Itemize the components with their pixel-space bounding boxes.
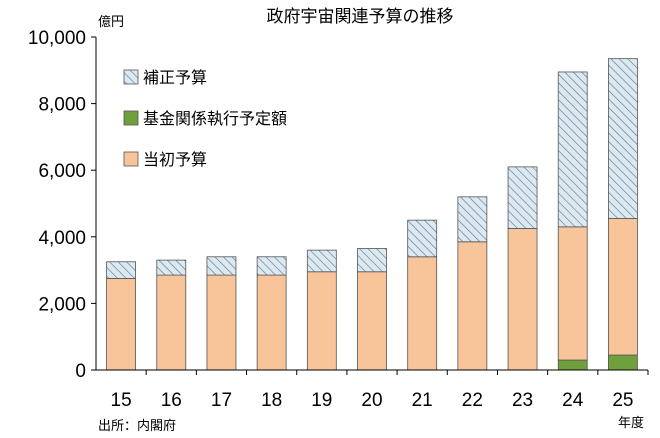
x-tick-label: 24 <box>562 390 584 411</box>
y-unit-label: 億円 <box>98 14 124 30</box>
bar-segment <box>557 71 588 228</box>
x-unit-label: 年度 <box>618 415 644 431</box>
x-tick-label: 18 <box>261 390 282 411</box>
bar-segment <box>156 259 187 276</box>
x-tick-label: 20 <box>361 390 382 411</box>
bar-segment <box>557 359 588 371</box>
bar-segment <box>608 218 638 356</box>
bar-segment <box>206 274 237 371</box>
bar-segment <box>608 354 638 371</box>
y-tick-label: 4,000 <box>38 228 86 249</box>
legend-label: 基金関係執行予定額 <box>143 109 287 128</box>
bar-segment <box>357 271 387 371</box>
legend-label: 補正予算 <box>143 68 207 87</box>
bar-segment <box>306 271 337 371</box>
bar-segment <box>457 241 488 371</box>
bar-segment <box>557 226 588 361</box>
bar-segment <box>407 256 438 371</box>
y-tick-label: 0 <box>75 361 86 382</box>
legend-swatch <box>123 110 139 126</box>
chart-title: 政府宇宙関連予算の推移 <box>267 7 454 27</box>
bar-segment <box>507 166 538 229</box>
bar-segment <box>156 274 187 371</box>
legend-label: 当初予算 <box>143 150 207 169</box>
bar-segment <box>256 274 287 371</box>
y-tick-label: 10,000 <box>28 28 86 49</box>
bar-segment <box>507 228 538 371</box>
x-tick-label: 23 <box>512 390 533 411</box>
y-tick-label: 2,000 <box>38 294 86 315</box>
source-note: 出所：内閣府 <box>98 418 176 434</box>
x-tick-label: 16 <box>161 390 182 411</box>
x-tick-label: 25 <box>612 390 633 411</box>
y-tick-label: 8,000 <box>38 95 86 116</box>
bar-segment <box>608 58 638 219</box>
y-tick-label: 6,000 <box>38 161 86 182</box>
bar-segment <box>256 256 287 276</box>
legend-swatch <box>123 69 139 85</box>
bar-segment <box>306 249 337 273</box>
bar-segment <box>407 219 438 258</box>
bars-layer <box>106 58 638 371</box>
x-axis: 15 16 17 18 19 20 21 22 23 24 25 <box>111 370 649 411</box>
x-tick-label: 17 <box>211 390 232 411</box>
bar-segment <box>457 196 488 243</box>
bar-segment <box>357 248 387 273</box>
bar-segment <box>106 278 136 371</box>
legend-swatch <box>123 151 139 167</box>
x-tick-label: 21 <box>412 390 433 411</box>
x-tick-label: 19 <box>311 390 332 411</box>
x-tick-label: 22 <box>462 390 483 411</box>
x-tick-label: 15 <box>111 390 132 411</box>
bar-segment <box>206 256 237 276</box>
bar-segment <box>106 261 136 279</box>
y-axis: 0 2,000 4,000 6,000 8,000 10,000 <box>28 28 96 382</box>
